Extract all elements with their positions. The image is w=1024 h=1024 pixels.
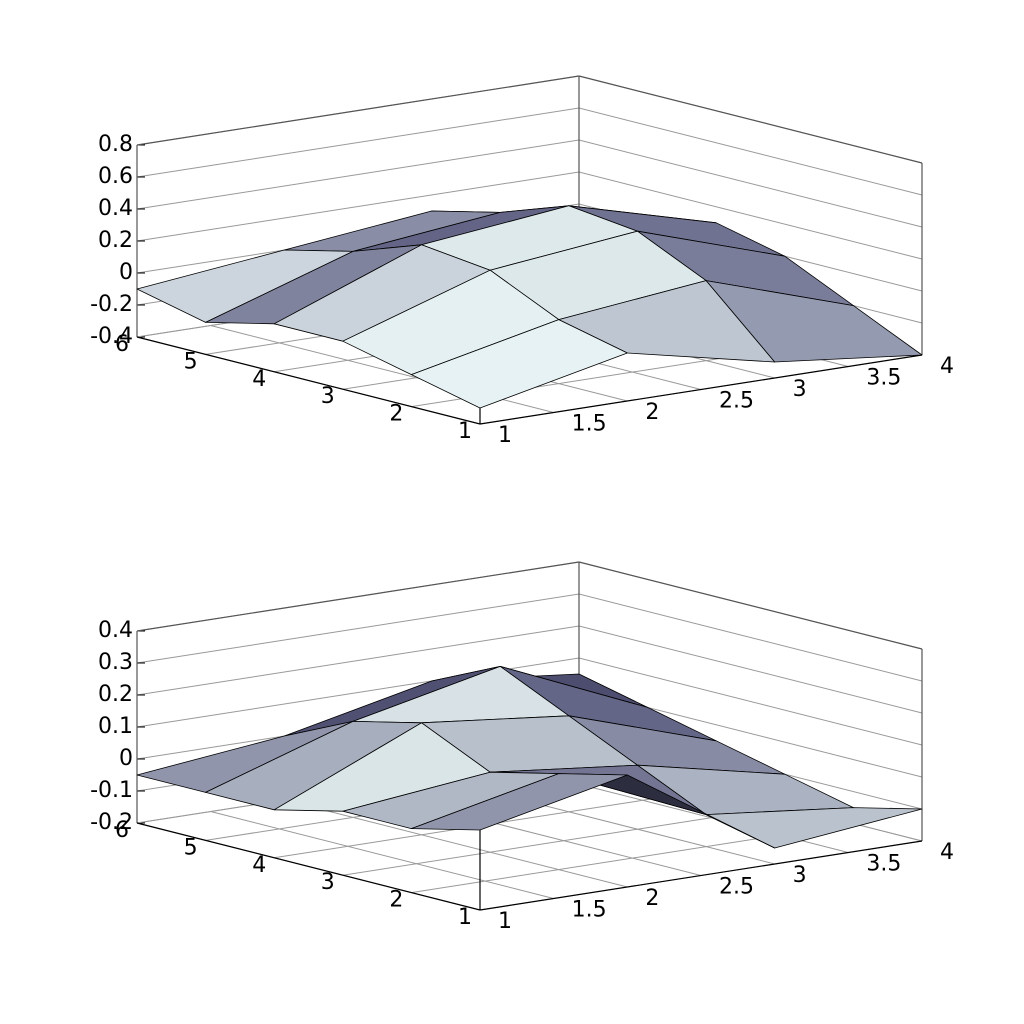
x-tick-label: 2 [645, 886, 659, 911]
y-tick-label: 6 [115, 332, 129, 357]
x-tick-label: 1 [498, 909, 512, 934]
x-tick-label: 3 [793, 863, 807, 888]
x-tick-label: 1.5 [572, 898, 607, 923]
z-tick-label: 0 [119, 746, 133, 771]
z-tick-label: -0.2 [90, 810, 133, 835]
x-tick-label: 2 [645, 400, 659, 425]
z-tick-label: -0.4 [90, 324, 133, 349]
surface-facet [410, 773, 628, 831]
z-tick-label: -0.2 [90, 292, 133, 317]
frame-top [136, 75, 580, 146]
x-axis [479, 354, 923, 425]
y-tick-label: 4 [252, 367, 266, 392]
x-grid-line [284, 799, 628, 888]
y-axis [136, 822, 481, 911]
z-tick-label: 0.4 [98, 196, 133, 221]
z-tick-label: 0.2 [98, 682, 133, 707]
x-tick-label: 4 [940, 840, 954, 865]
frame-top [578, 561, 923, 650]
z-tick-label: -0.1 [90, 778, 133, 803]
x-tick-label: 1.5 [572, 412, 607, 437]
x-tick-label: 3.5 [866, 366, 901, 391]
surface-plot: -0.2 -0.1 0 0.1 0.2 0.3 0.4 1 1.5 2 2.5 3 3.5 4 1 2 3 4 5 6 [90, 561, 954, 934]
y-tick-label: 5 [184, 835, 198, 860]
x-tick-label: 2.5 [719, 875, 754, 900]
y-tick-label: 6 [115, 818, 129, 843]
y-axis [136, 336, 481, 425]
y-tick-label: 2 [389, 888, 403, 913]
x-tick-label: 4 [940, 354, 954, 379]
x-tick-label: 1 [498, 423, 512, 448]
y-grid-line [342, 805, 785, 876]
z-tick-label: 0.6 [98, 164, 133, 189]
z-tick-label: 0 [119, 260, 133, 285]
y-tick-label: 5 [184, 349, 198, 374]
y-tick-label: 1 [458, 905, 472, 930]
frame-top [136, 561, 580, 632]
z-tick-label: 0.1 [98, 714, 133, 739]
surface-facet [410, 319, 628, 409]
frame-top [578, 75, 923, 164]
y-tick-label: 2 [389, 402, 403, 427]
x-axis [479, 840, 923, 911]
x-tick-label: 3.5 [866, 852, 901, 877]
y-tick-label: 4 [252, 853, 266, 878]
x-tick-label: 3 [793, 377, 807, 402]
z-tick-label: 0.3 [98, 650, 133, 675]
y-tick-label: 3 [321, 870, 335, 895]
z-tick-label: 0.4 [98, 618, 133, 643]
z-tick-label: 0.8 [98, 132, 133, 157]
z-tick-label: 0.2 [98, 228, 133, 253]
x-grid-line [210, 811, 554, 899]
x-tick-label: 2.5 [719, 389, 754, 414]
surface-plot: -0.4 -0.2 0 0.2 0.4 0.6 0.8 1 1.5 2 2.5 3 3.5 4 1 2 3 4 5 6 [90, 75, 954, 448]
y-tick-label: 3 [321, 384, 335, 409]
y-tick-label: 1 [458, 419, 472, 444]
